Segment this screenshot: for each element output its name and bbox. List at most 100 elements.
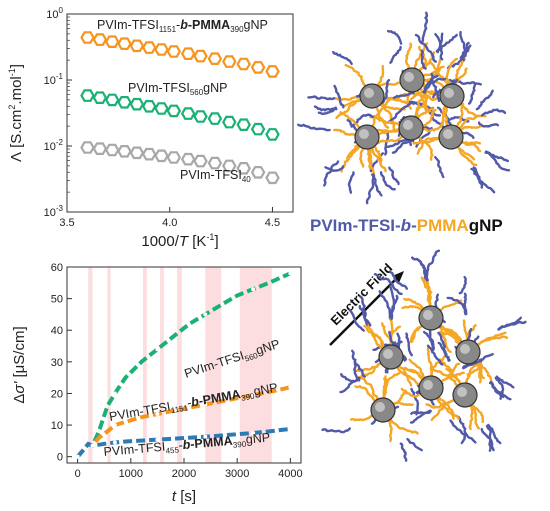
pvim-chain [387, 101, 416, 124]
pmma-chain [373, 134, 404, 145]
top-data-point [207, 156, 223, 170]
bottom-data-point [251, 287, 256, 292]
bottom-data-point [112, 440, 117, 445]
pvim-chain [425, 249, 441, 282]
bottom-y-tick-label: 30 [51, 357, 63, 369]
top-data-point [129, 97, 145, 111]
top-data-point [141, 41, 157, 54]
bottom-data-point [155, 412, 160, 416]
pvim-chain [348, 308, 365, 332]
pvim-chain [470, 167, 496, 194]
pmma-chain [375, 105, 390, 129]
top-data-point [265, 128, 280, 141]
pmma-chain [438, 299, 463, 312]
bottom-x-tick-label: 0 [75, 468, 81, 480]
top-points [80, 31, 280, 185]
pvim-chain [347, 171, 355, 194]
pvim-chain [332, 50, 353, 66]
top-chart: 3.5 4.0 4.5 10-3 10-2 10-1 100 PVIm-TFSI1151-b… [7, 6, 294, 250]
top-data-point [193, 110, 208, 123]
pvim-chain [420, 49, 427, 70]
shaded-interval [107, 267, 111, 463]
pmma-chain [389, 418, 419, 435]
pvim-chain [459, 30, 467, 62]
bottom-data-point [251, 393, 256, 398]
pvim-chain [388, 166, 400, 186]
top-data-point [222, 55, 237, 68]
top-data-point [129, 39, 145, 53]
bottom-y-tick-label: 0 [57, 452, 63, 464]
top-data-point [166, 151, 182, 164]
pmma-chain [421, 122, 444, 133]
pvim-chain [449, 419, 477, 444]
pvim-chain [484, 151, 511, 172]
pmma-chain [339, 111, 361, 129]
pvim-chain [321, 427, 351, 434]
bottom-y-tick-label: 20 [51, 388, 63, 400]
top-y-tick-label: 10-2 [44, 138, 64, 153]
pvim-chain [340, 373, 361, 383]
top-data-point [180, 107, 196, 120]
top-data-point [104, 35, 120, 49]
nanoparticle-highlight [423, 310, 433, 320]
nanoparticle-highlight [404, 72, 414, 82]
bottom-blue-annotation: PVIm-TFSI455-b-PMMA390gNP [103, 430, 271, 460]
pmma-chain [400, 387, 422, 398]
pmma-chain [440, 325, 462, 344]
top-data-point [166, 45, 182, 58]
nanoparticle-highlight [403, 120, 413, 130]
pmma-chain [437, 326, 452, 354]
pvim-chain [430, 72, 441, 103]
shaded-interval [143, 267, 147, 463]
top-data-point [117, 95, 132, 109]
bottom-data-point [75, 454, 80, 459]
pmma-chain [416, 107, 435, 120]
shaded-interval [177, 267, 182, 463]
top-y-axis-label: Λ[S.cm2.mol-1] [7, 64, 25, 162]
pvim-chain [422, 330, 435, 352]
bottom-data-point [203, 312, 208, 317]
pmma-chain [445, 367, 462, 386]
pmma-chain [468, 404, 474, 431]
top-data-point [180, 47, 196, 61]
nanoparticle-highlight [423, 380, 433, 390]
top-data-point [154, 43, 169, 56]
pvim-chain [391, 139, 415, 154]
bottom-x-tick-label: 3000 [225, 468, 249, 480]
pvim-chain [399, 442, 408, 462]
pvim-chain [414, 33, 437, 63]
nanoparticle-highlight [364, 88, 374, 98]
shaded-interval [205, 267, 222, 463]
pmma-chain [455, 103, 465, 128]
top-data-point [80, 89, 95, 102]
bottom-x-axis-label: t [s] [172, 488, 196, 505]
pmma-chain [403, 297, 425, 310]
top-data-point [222, 159, 237, 173]
pmma-chain [375, 128, 401, 135]
top-gray-annotation: PVIm-TFSI40 [180, 168, 251, 184]
pmma-chain [430, 398, 456, 422]
bottom-shaded-intervals [88, 267, 272, 463]
pmma-chain [349, 414, 374, 422]
pmma-chain [376, 65, 385, 87]
pmma-chain [370, 146, 387, 173]
bottom-data-point [155, 347, 160, 352]
top-data-point [236, 118, 251, 131]
top-data-point [207, 52, 223, 66]
nanoparticle-highlight [444, 88, 454, 98]
pvim-chain [323, 160, 340, 187]
pmma-chain [420, 276, 432, 308]
pmma-chain [367, 323, 384, 350]
pmma-chain [413, 42, 429, 70]
pmma-chain [387, 419, 393, 443]
pmma-chain [396, 365, 420, 386]
pmma-chain [413, 96, 429, 118]
schematic-bottom-nanoparticles [321, 249, 527, 462]
pmma-chain [403, 367, 425, 381]
pmma-chain [417, 136, 434, 161]
pvim-chain [494, 376, 505, 400]
pmma-chain [405, 42, 413, 70]
pvim-chain [426, 344, 444, 366]
nanoparticle-highlight [457, 387, 467, 397]
pmma-chain [440, 104, 447, 127]
